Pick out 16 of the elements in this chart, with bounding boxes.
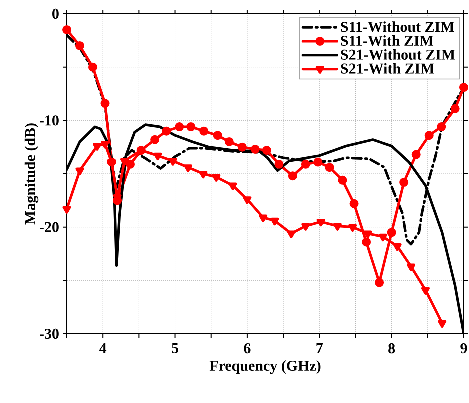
- y-tick-label: 0: [52, 8, 59, 20]
- y-axis-title: Magnitude (dB): [24, 124, 39, 225]
- y-tick-label: -30: [40, 328, 59, 340]
- x-tick-label: 7: [316, 344, 324, 354]
- legend-label: S21-Without ZIM: [341, 49, 456, 60]
- legend-label: S11-Without ZIM: [341, 22, 454, 32]
- x-tick-label: 9: [460, 344, 468, 354]
- legend-label: S11-With ZIM: [341, 36, 434, 46]
- y-tick-label: -10: [40, 116, 59, 126]
- legend-label: S21-With ZIM: [341, 63, 434, 74]
- x-axis-title: Frequency (GHz): [210, 360, 321, 374]
- y-tick-label: -20: [40, 222, 59, 232]
- x-tick-label: 5: [172, 344, 178, 354]
- x-tick-label: 6: [244, 344, 251, 354]
- x-tick-label: 4: [100, 344, 107, 354]
- x-tick-label: 8: [388, 344, 396, 354]
